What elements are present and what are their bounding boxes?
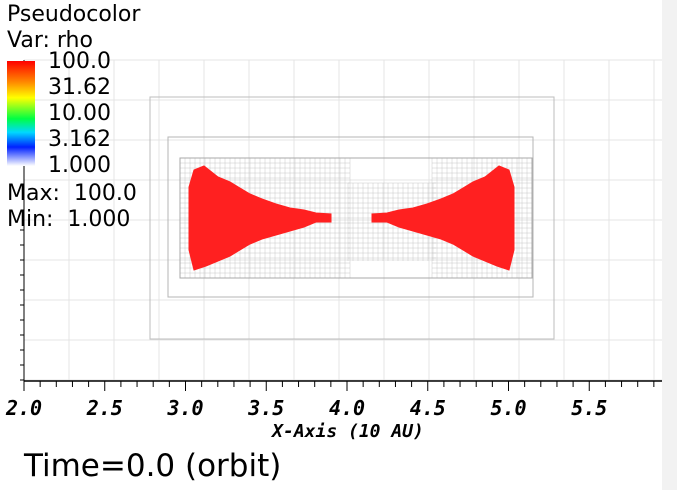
x-tick-label: 3.5: [248, 396, 285, 420]
x-tick-label: 5.5: [571, 396, 608, 420]
amr-level-box: [179, 157, 533, 279]
density-region-left: [188, 165, 332, 271]
legend-title: Pseudocolor: [7, 2, 141, 27]
window-edge: [662, 0, 677, 490]
amr-level-box: [167, 136, 534, 298]
legend-max: Max: 100.0: [7, 181, 137, 206]
colorbar-tick-label: 31.62: [48, 75, 111, 100]
x-tick-label: 4.0: [328, 396, 366, 420]
x-tick-label: 2.0: [5, 396, 43, 420]
x-tick-label: 2.5: [86, 396, 123, 420]
colorbar: [7, 61, 35, 166]
x-tick-label: 5.0: [490, 396, 527, 420]
density-region-right: [371, 165, 515, 271]
legend-min: Min: 1.000: [7, 207, 131, 232]
colorbar-tick-label: 3.162: [48, 127, 111, 152]
legend-variable: Var: rho: [7, 28, 93, 53]
time-label: Time=0.0 (orbit): [24, 448, 282, 484]
x-tick-label: 4.5: [409, 396, 446, 420]
colorbar-tick-label: 100.0: [48, 49, 111, 74]
amr-level-box: [149, 96, 555, 340]
colorbar-tick-label: 1.000: [48, 153, 111, 178]
x-tick-label: 3.0: [167, 396, 204, 420]
x-axis-title: X-Axis (10 AU): [272, 421, 424, 442]
colorbar-tick-label: 10.00: [48, 101, 111, 126]
